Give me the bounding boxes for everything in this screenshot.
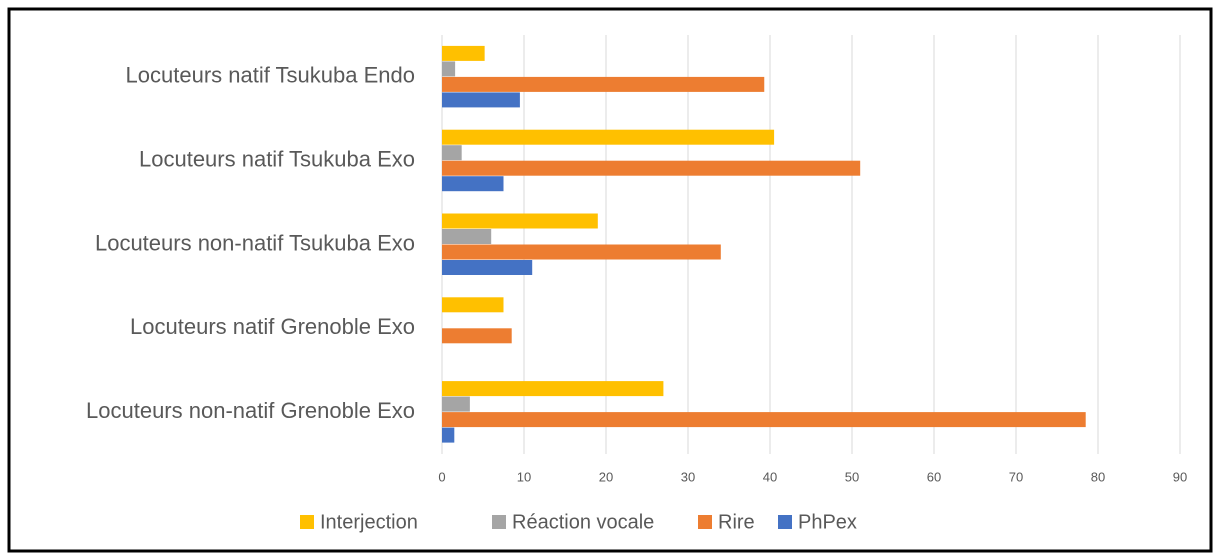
x-tick-label: 70 [1009,469,1023,484]
x-tick-label: 90 [1173,469,1187,484]
bar [442,129,775,145]
bar [442,213,598,229]
legend-swatch [698,515,712,529]
y-tick-label: Locuteurs natif Tsukuba Exo [139,147,415,172]
bar [442,381,664,397]
x-tick-label: 60 [927,469,941,484]
legend-swatch [492,515,506,529]
x-tick-label: 80 [1091,469,1105,484]
x-tick-label: 0 [438,469,445,484]
x-tick-label: 40 [763,469,777,484]
x-tick-label: 50 [845,469,859,484]
bar [442,328,512,344]
legend-label: PhPex [798,511,857,533]
x-tick-label: 10 [517,469,531,484]
legend-label: Réaction vocale [512,511,654,533]
bar [442,229,492,244]
legend-swatch [300,515,314,529]
chart-frame [7,7,1213,553]
y-tick-label: Locuteurs non-natif Grenoble Exo [86,398,415,423]
bar [442,427,455,443]
bar [442,412,1086,428]
x-tick-label: 30 [681,469,695,484]
bar [442,45,485,61]
bar [442,176,504,192]
bar [442,92,520,108]
y-tick-label: Locuteurs natif Grenoble Exo [130,314,415,339]
bar [442,145,462,161]
x-tick-label: 20 [599,469,613,484]
y-tick-label: Locuteurs non-natif Tsukuba Exo [95,230,415,255]
bar [442,61,456,77]
bar [442,260,533,275]
bar [442,396,470,412]
legend-label: Rire [718,511,755,533]
bar [442,160,861,176]
bar [442,297,504,313]
legend-label: Interjection [320,511,418,533]
legend-swatch [778,515,792,529]
bar [442,244,721,260]
bar [442,76,765,92]
y-tick-label: Locuteurs natif Tsukuba Endo [126,63,415,88]
